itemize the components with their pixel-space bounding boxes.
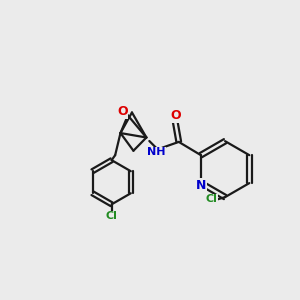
- Text: NH: NH: [147, 147, 165, 157]
- Text: O: O: [170, 109, 181, 122]
- Text: O: O: [117, 105, 128, 119]
- Text: N: N: [196, 179, 207, 192]
- Text: Cl: Cl: [205, 194, 217, 205]
- Text: Cl: Cl: [106, 211, 118, 221]
